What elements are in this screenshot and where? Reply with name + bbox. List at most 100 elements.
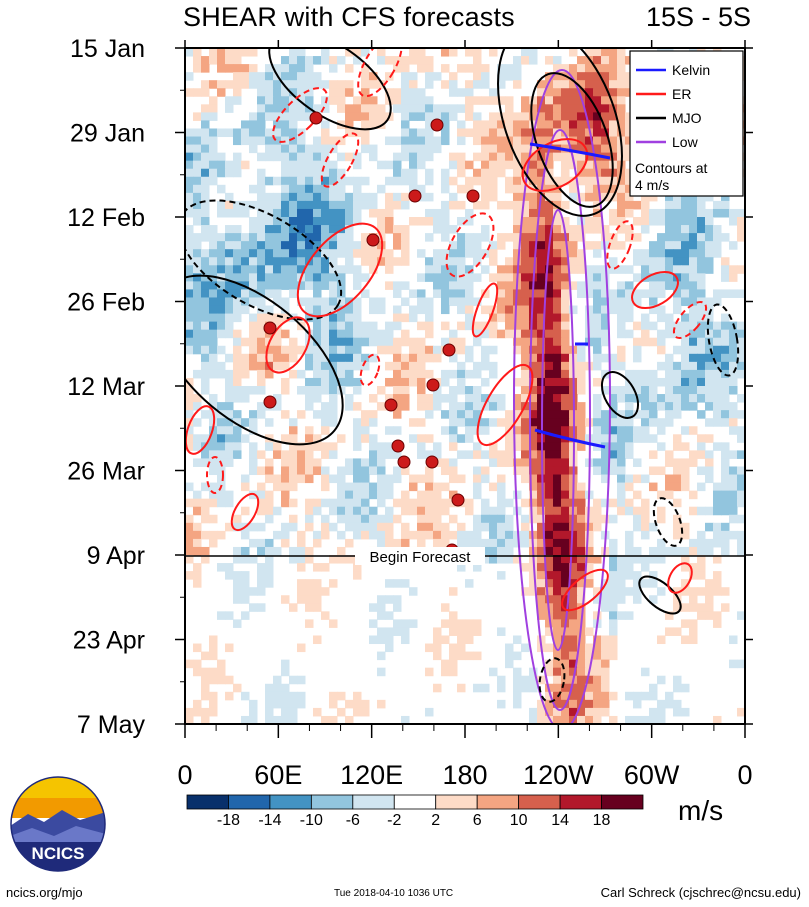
storm-marker-icon (309, 111, 323, 125)
legend-label-mjo: MJO (672, 110, 702, 126)
colorbar-swatch (352, 794, 395, 810)
er-contour (320, 132, 360, 188)
y-axis: 15 Jan 29 Jan 12 Feb 26 Feb 12 Mar 26 Mar 9 Ap… (67, 35, 753, 739)
footer-site: ncics.org/mjo (6, 885, 83, 900)
er-contour (476, 364, 534, 446)
chart-title: SHEAR with CFS forecasts (183, 2, 515, 32)
er-contour (272, 87, 328, 143)
colorbar-label: -10 (300, 812, 323, 829)
colorbar-swatch (310, 794, 354, 810)
x-tick-label: 60W (624, 760, 680, 790)
storm-marker-icon (263, 321, 277, 335)
mjo-contour (185, 199, 343, 321)
er-contour (359, 353, 381, 387)
colorbar-label: -18 (217, 812, 240, 829)
er-contour (471, 282, 499, 338)
legend-note-line1: Contours at (635, 160, 707, 176)
storm-marker-icon (430, 118, 444, 132)
storm-marker-icon (466, 189, 480, 203)
colorbar-swatch (393, 794, 437, 810)
colorbar-swatch (601, 794, 644, 810)
legend-box (629, 50, 744, 197)
er-contour (185, 405, 216, 455)
storm-marker-icon (391, 439, 405, 453)
er-contour (230, 492, 260, 532)
colorbar-label: 10 (510, 812, 528, 829)
storm-marker-icon (397, 455, 411, 469)
er-contour (561, 568, 609, 612)
colorbar-swatch (518, 794, 561, 810)
footer-author: Carl Schreck (cjschrec@ncsu.edu) (600, 885, 801, 900)
legend-label-er: ER (672, 86, 691, 102)
er-contour (265, 316, 311, 374)
er-contour (357, 48, 403, 98)
colorbar-swatch (435, 794, 478, 810)
storm-marker-icon (384, 398, 398, 412)
storm-marker-icon (408, 189, 422, 203)
mjo-contour (497, 48, 623, 217)
legend-label-low: Low (672, 134, 699, 150)
logo-text: NCICS (32, 844, 85, 863)
mjo-contour (268, 48, 392, 131)
y-tick-label: 15 Jan (70, 35, 145, 63)
x-axis: 0 60E 120E 180 120W 60W 0 (177, 40, 753, 790)
mjo-contour (185, 274, 344, 446)
y-tick-label: 12 Feb (67, 204, 145, 232)
colorbar-label: 14 (551, 812, 569, 829)
colorbar-label: 6 (473, 812, 482, 829)
legend-note-line2: 4 m/s (635, 177, 669, 193)
colorbar-label: -6 (346, 812, 360, 829)
y-tick-label: 7 May (77, 711, 146, 739)
er-contour (667, 562, 693, 594)
mjo-contour (706, 303, 740, 377)
y-tick-label: 26 Feb (67, 289, 145, 317)
colorbar-swatch (269, 794, 312, 810)
storm-marker-icon (442, 343, 456, 357)
colorbar-swatch (228, 794, 271, 810)
x-tick-label: 180 (442, 760, 487, 790)
shear-heatmap (185, 48, 745, 724)
x-tick-label: 0 (737, 760, 752, 790)
footer-timestamp: Tue 2018-04-10 1036 UTC (334, 888, 454, 899)
er-contour (672, 300, 708, 340)
ncics-logo: NCICS (10, 776, 106, 872)
x-tick-label: 0 (177, 760, 192, 790)
y-tick-label: 12 Mar (67, 373, 145, 401)
mjo-contour (600, 371, 640, 419)
kelvin-contour (529, 142, 611, 160)
mjo-contour (538, 657, 566, 703)
mjo-contour (652, 497, 684, 547)
storm-marker-icon (263, 395, 277, 409)
mjo-contour (530, 72, 614, 208)
colorbar-label: 2 (431, 812, 440, 829)
er-contour (606, 220, 634, 270)
low-contour (529, 129, 591, 711)
kelvin-contour (534, 428, 606, 449)
storm-marker-icon (451, 493, 465, 507)
x-tick-label: 60E (254, 760, 302, 790)
storm-marker-icon (425, 455, 439, 469)
colorbar-swatch (186, 794, 229, 810)
colorbar: -18 -14 -10 -6 -2 2 6 10 14 18 (186, 794, 644, 829)
y-tick-label: 9 Apr (87, 542, 145, 570)
er-contour (631, 270, 679, 310)
y-tick-label: 26 Mar (67, 458, 145, 486)
begin-forecast-label: Begin Forecast (370, 549, 472, 566)
colorbar-label: -2 (387, 812, 401, 829)
x-tick-label: 120E (340, 760, 403, 790)
legend: Kelvin ER MJO Low Contours at 4 m/s (629, 50, 744, 197)
chart-subtitle: 15S - 5S (645, 2, 751, 32)
x-tick-label: 120W (523, 760, 594, 790)
colorbar-units: m/s (678, 795, 724, 826)
storm-marker-icon (366, 233, 380, 247)
er-contour (296, 222, 384, 318)
colorbar-label: 18 (593, 812, 611, 829)
legend-label-kelvin: Kelvin (672, 62, 710, 78)
colorbar-swatch (559, 794, 602, 810)
er-contour (206, 456, 224, 494)
y-tick-label: 29 Jan (70, 120, 145, 148)
colorbar-swatch (476, 794, 520, 810)
low-contour (541, 209, 575, 651)
low-contour (513, 69, 611, 724)
